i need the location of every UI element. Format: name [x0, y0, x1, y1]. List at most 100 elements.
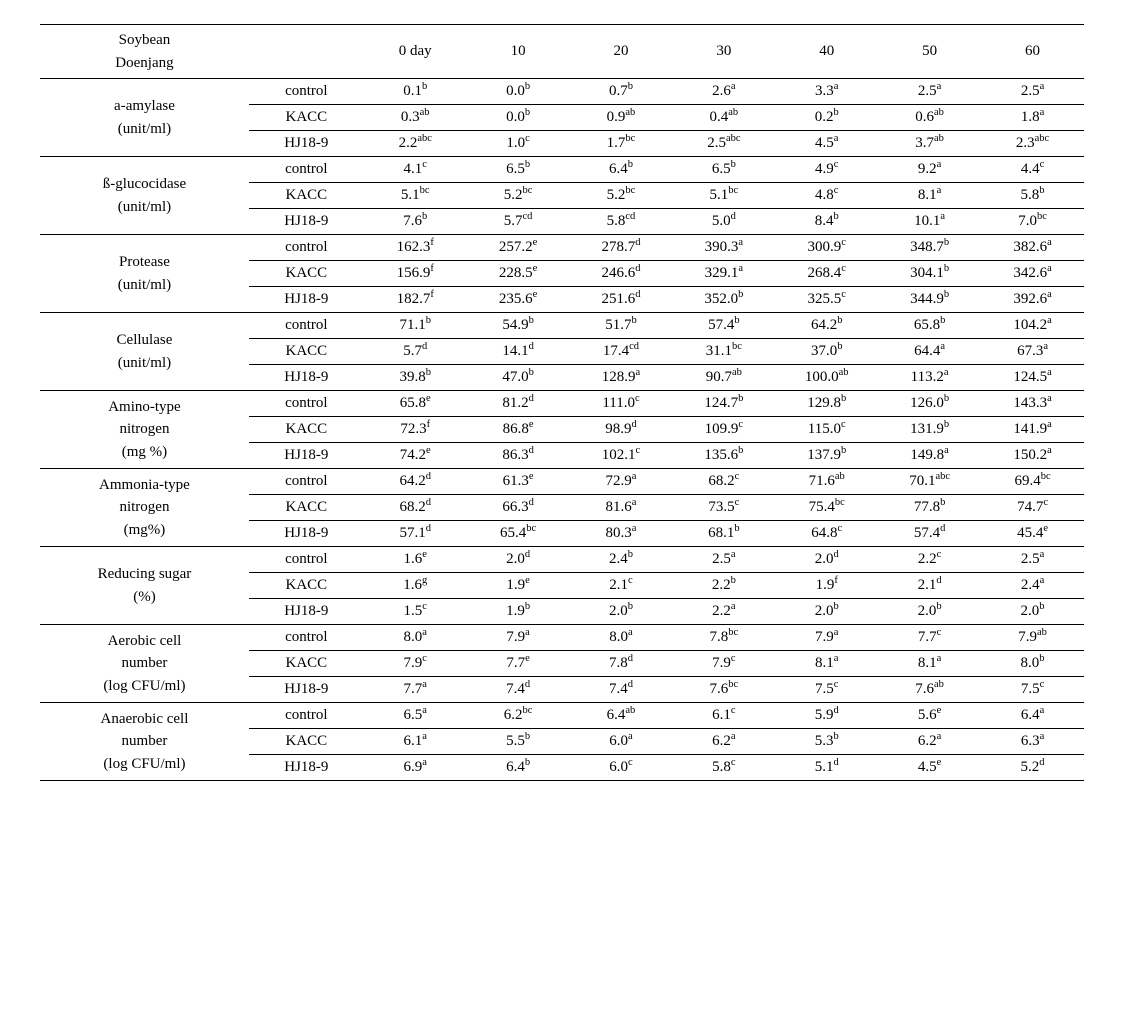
value-cell: 6.2a	[672, 729, 775, 755]
cell-superscript: a	[632, 471, 637, 482]
value-cell: 109.9c	[672, 417, 775, 443]
value-cell: 104.2a	[981, 313, 1084, 339]
value-cell: 68.2d	[364, 495, 467, 521]
value-cell: 128.9a	[570, 365, 673, 391]
value-cell: 4.9c	[775, 157, 878, 183]
value-cell: 7.8d	[570, 651, 673, 677]
value-cell: 4.4c	[981, 157, 1084, 183]
cell-value: 2.0	[815, 603, 834, 619]
cell-value: 5.9	[815, 707, 834, 723]
treatment-cell: HJ18-9	[249, 599, 364, 625]
value-cell: 2.5a	[981, 79, 1084, 105]
cell-value: 64.2	[399, 473, 425, 489]
value-cell: 1.7bc	[570, 131, 673, 157]
treatment-cell: KACC	[249, 417, 364, 443]
cell-superscript: abc	[726, 133, 741, 144]
table-row: a-amylase(unit/ml)control0.1b0.0b0.7b2.6…	[40, 79, 1084, 105]
table-row: Ammonia-typenitrogen(mg%)control64.2d61.…	[40, 469, 1084, 495]
cell-value: 7.5	[815, 681, 834, 697]
cell-value: 7.6	[915, 681, 934, 697]
cell-superscript: b	[944, 289, 949, 300]
cell-superscript: a	[731, 549, 736, 560]
cell-superscript: b	[628, 601, 633, 612]
row-label-line: (mg %)	[122, 444, 167, 460]
value-cell: 8.1a	[878, 651, 981, 677]
value-cell: 2.4b	[570, 547, 673, 573]
value-cell: 6.1a	[364, 729, 467, 755]
treatment-cell: control	[249, 235, 364, 261]
value-cell: 7.9ab	[981, 625, 1084, 651]
cell-value: 7.9	[506, 629, 525, 645]
value-cell: 7.6ab	[878, 677, 981, 703]
treatment-cell: KACC	[249, 261, 364, 287]
cell-superscript: a	[940, 341, 945, 352]
treatment-cell: HJ18-9	[249, 287, 364, 313]
cell-value: 2.5	[1021, 83, 1040, 99]
cell-value: 124.7	[704, 395, 738, 411]
header-name: Soybean Doenjang	[40, 25, 249, 79]
cell-superscript: b	[426, 315, 431, 326]
value-cell: 0.0b	[467, 105, 570, 131]
value-cell: 0.3ab	[364, 105, 467, 131]
value-cell: 5.2bc	[467, 183, 570, 209]
cell-value: 6.1	[712, 707, 731, 723]
row-label: Anaerobic cellnumber(log CFU/ml)	[40, 703, 249, 781]
cell-superscript: a	[422, 679, 427, 690]
value-cell: 61.3e	[467, 469, 570, 495]
value-cell: 2.5abc	[672, 131, 775, 157]
cell-value: 1.0	[506, 135, 525, 151]
treatment-cell: KACC	[249, 183, 364, 209]
cell-value: 126.0	[910, 395, 944, 411]
value-cell: 382.6a	[981, 235, 1084, 261]
cell-superscript: b	[738, 289, 743, 300]
value-cell: 64.4a	[878, 339, 981, 365]
cell-superscript: bc	[523, 705, 533, 716]
value-cell: 7.4d	[570, 677, 673, 703]
cell-superscript: b	[833, 211, 838, 222]
cell-superscript: a	[628, 731, 633, 742]
cell-value: 74.2	[400, 447, 426, 463]
cell-superscript: a	[834, 627, 839, 638]
value-cell: 352.0b	[672, 287, 775, 313]
cell-superscript: b	[731, 575, 736, 586]
cell-superscript: bc	[625, 133, 635, 144]
value-cell: 31.1bc	[672, 339, 775, 365]
cell-value: 54.9	[502, 317, 528, 333]
table-row: Cellulase(unit/ml)control71.1b54.9b51.7b…	[40, 313, 1084, 339]
header-day: 50	[878, 25, 981, 79]
value-cell: 6.4b	[570, 157, 673, 183]
cell-superscript: a	[944, 445, 949, 456]
value-cell: 6.4a	[981, 703, 1084, 729]
cell-value: 109.9	[705, 421, 739, 437]
cell-value: 2.2	[399, 135, 418, 151]
cell-value: 2.4	[1021, 577, 1040, 593]
cell-superscript: b	[1039, 653, 1044, 664]
cell-superscript: d	[1039, 757, 1044, 768]
cell-value: 2.2	[712, 603, 731, 619]
cell-superscript: b	[734, 315, 739, 326]
table-body: a-amylase(unit/ml)control0.1b0.0b0.7b2.6…	[40, 79, 1084, 781]
cell-value: 7.6	[710, 681, 729, 697]
cell-value: 304.1	[910, 265, 944, 281]
cell-superscript: d	[940, 523, 945, 534]
cell-superscript: c	[422, 159, 427, 170]
cell-value: 0.6	[915, 109, 934, 125]
cell-value: 7.7	[918, 629, 937, 645]
cell-superscript: a	[731, 731, 736, 742]
value-cell: 39.8b	[364, 365, 467, 391]
cell-superscript: a	[632, 523, 637, 534]
value-cell: 57.4d	[878, 521, 981, 547]
header-day: 40	[775, 25, 878, 79]
cell-superscript: ab	[625, 705, 635, 716]
value-cell: 7.5c	[775, 677, 878, 703]
cell-superscript: bc	[728, 627, 738, 638]
value-cell: 2.2c	[878, 547, 981, 573]
value-cell: 1.0c	[467, 131, 570, 157]
cell-value: 65.4	[500, 525, 526, 541]
cell-superscript: a	[636, 367, 641, 378]
value-cell: 81.6a	[570, 495, 673, 521]
cell-value: 5.7	[504, 213, 523, 229]
cell-value: 135.6	[704, 447, 738, 463]
cell-value: 2.6	[712, 83, 731, 99]
cell-value: 6.4	[506, 759, 525, 775]
